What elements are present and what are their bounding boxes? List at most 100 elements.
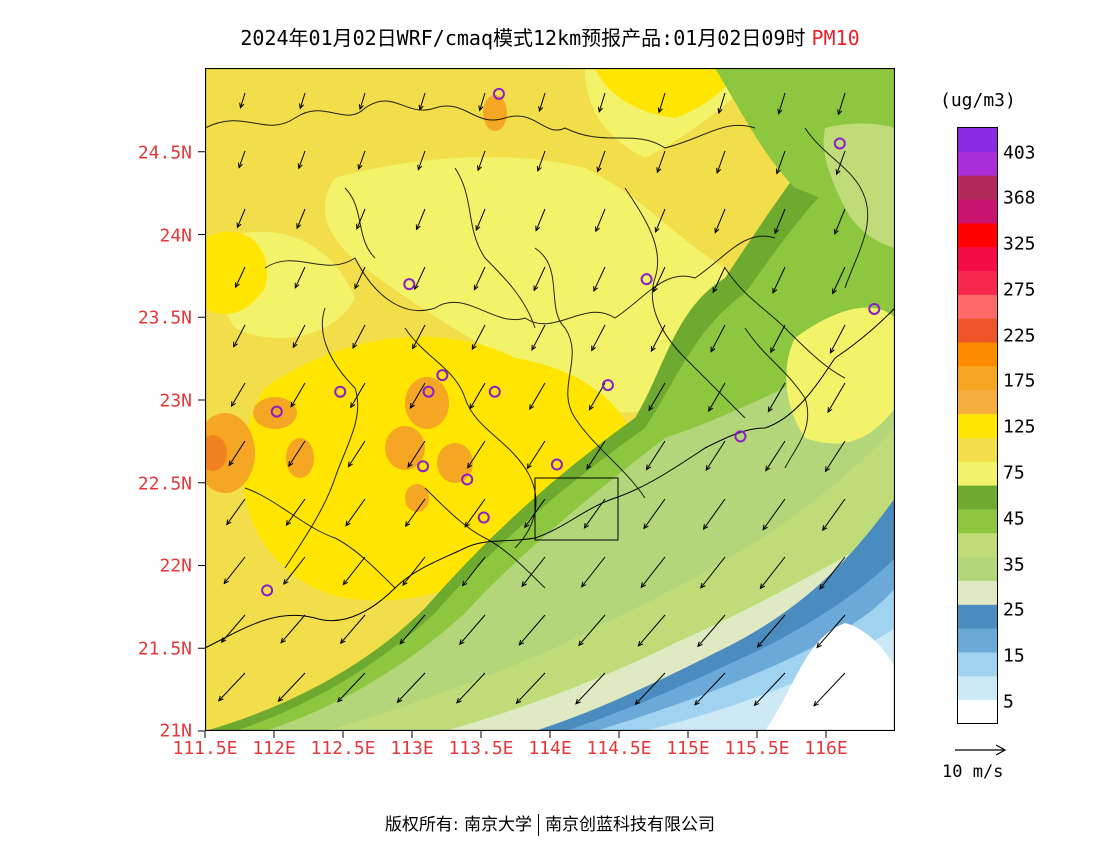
wind-vector: [218, 672, 246, 702]
y-tick-label: 23N: [159, 390, 192, 412]
legend-label: 15: [1003, 645, 1025, 667]
wind-vector: [296, 208, 306, 229]
wind-vector-head: [813, 700, 819, 707]
hotspot-north: [483, 95, 507, 131]
wind-vector-head: [475, 225, 481, 232]
wind-vector-head: [827, 407, 833, 414]
wind-vector-head: [467, 462, 473, 469]
wind-vector: [456, 672, 486, 704]
wind-vector-head: [697, 641, 703, 648]
title-text: 2024年01月02日WRF/cmaq模式12km预报产品:01月02日09时: [240, 26, 806, 50]
wind-vector-head: [418, 104, 424, 111]
wind-vector-head: [478, 105, 484, 112]
legend-frame: [957, 127, 998, 724]
wind-vector: [299, 92, 306, 109]
wind-vector-head: [236, 222, 242, 229]
legend-label: 275: [1003, 279, 1036, 301]
wind-vector: [231, 382, 246, 407]
wind-vector-head: [399, 638, 405, 645]
wind-vector-head: [837, 109, 843, 116]
wind-vector: [288, 440, 306, 467]
wind-vector: [703, 498, 726, 530]
legend-color-swatch: [958, 485, 998, 510]
wind-vector: [235, 266, 246, 288]
wind-vector: [345, 498, 366, 526]
wind-vector-head: [712, 287, 718, 294]
x-tick-label: 112.5E: [310, 738, 376, 759]
wind-vector: [280, 614, 306, 644]
wind-vector-head: [357, 163, 363, 171]
legend-label: 5: [1003, 691, 1014, 713]
wind-vector-head: [217, 695, 224, 702]
wind-vector-head: [767, 406, 773, 413]
wind-vector: [697, 614, 726, 647]
copyright-footer: 版权所有: 南京大学 南京创蓝科技有限公司: [0, 810, 1100, 836]
y-tick-label: 24N: [159, 225, 192, 247]
legend-label: 25: [1003, 599, 1025, 621]
hotspot-station-3: [405, 377, 449, 429]
x-tick-label: 116E: [804, 738, 848, 759]
wind-vector-head: [705, 465, 711, 472]
wind-vector: [816, 614, 846, 648]
legend-color-swatch: [958, 557, 998, 582]
wind-vector: [396, 672, 426, 703]
wind-vector-head: [461, 580, 468, 587]
wind-vector: [581, 556, 606, 588]
wind-vector-head: [294, 282, 300, 289]
wind-vector: [414, 266, 426, 290]
wind-vector: [350, 382, 366, 408]
wind-vector: [462, 556, 486, 586]
station-marker: [833, 137, 846, 150]
wind-vector-head: [777, 108, 783, 115]
station-marker: [261, 584, 274, 597]
wind-vector: [407, 440, 426, 468]
wind-vector: [754, 672, 786, 706]
wind-vector-head: [588, 404, 594, 411]
station-marker: [403, 278, 416, 291]
legend-color-swatch: [958, 509, 998, 534]
wind-vector: [537, 150, 546, 172]
wind-vector-head: [656, 167, 662, 174]
legend-label: 125: [1003, 416, 1036, 438]
wind-vector-head: [536, 165, 542, 173]
wind-vector: [712, 266, 726, 293]
wind-reference-arrow: [955, 744, 1007, 756]
station-marker: [334, 385, 347, 398]
wind-vector-head: [583, 522, 589, 529]
wind-vector-head: [288, 460, 294, 467]
wind-vector-head: [220, 637, 227, 644]
wind-vector-head: [634, 699, 641, 706]
wind-vector-head: [223, 578, 229, 585]
wind-vector-head: [597, 106, 603, 113]
wind-vector: [277, 672, 306, 702]
hotspot-west: [205, 413, 255, 493]
wind-vector: [776, 150, 786, 174]
hotspot-south: [405, 484, 429, 512]
wind-vector: [233, 324, 246, 347]
wind-vector-head: [529, 404, 535, 411]
wind-vector-head: [640, 582, 646, 589]
wind-vector: [591, 324, 606, 351]
copyright-left: 版权所有: 南京大学: [384, 815, 533, 835]
wind-vector: [650, 324, 666, 352]
x-tick-label: 115.5E: [724, 738, 790, 759]
wind-vector: [772, 266, 786, 294]
band-clean: [765, 623, 895, 731]
legend-color-swatch: [958, 533, 998, 558]
station-marker: [461, 473, 474, 486]
wind-vector: [221, 614, 246, 643]
wind-vector-head: [710, 346, 716, 353]
wind-vector: [467, 440, 486, 469]
wind-vector-head: [233, 341, 238, 348]
field-125-northwest: [205, 231, 267, 314]
legend-color-swatch: [958, 604, 998, 630]
legend-label: 225: [1003, 325, 1036, 347]
wind-vector: [226, 498, 246, 525]
wind-vector-head: [702, 524, 709, 531]
wind-vector: [399, 614, 426, 645]
wind-vector-head: [637, 640, 644, 647]
wind-vector-head: [762, 524, 768, 531]
wind-vector-head: [283, 579, 289, 585]
legend-label: 368: [1003, 187, 1036, 209]
wind-vector: [356, 208, 366, 229]
